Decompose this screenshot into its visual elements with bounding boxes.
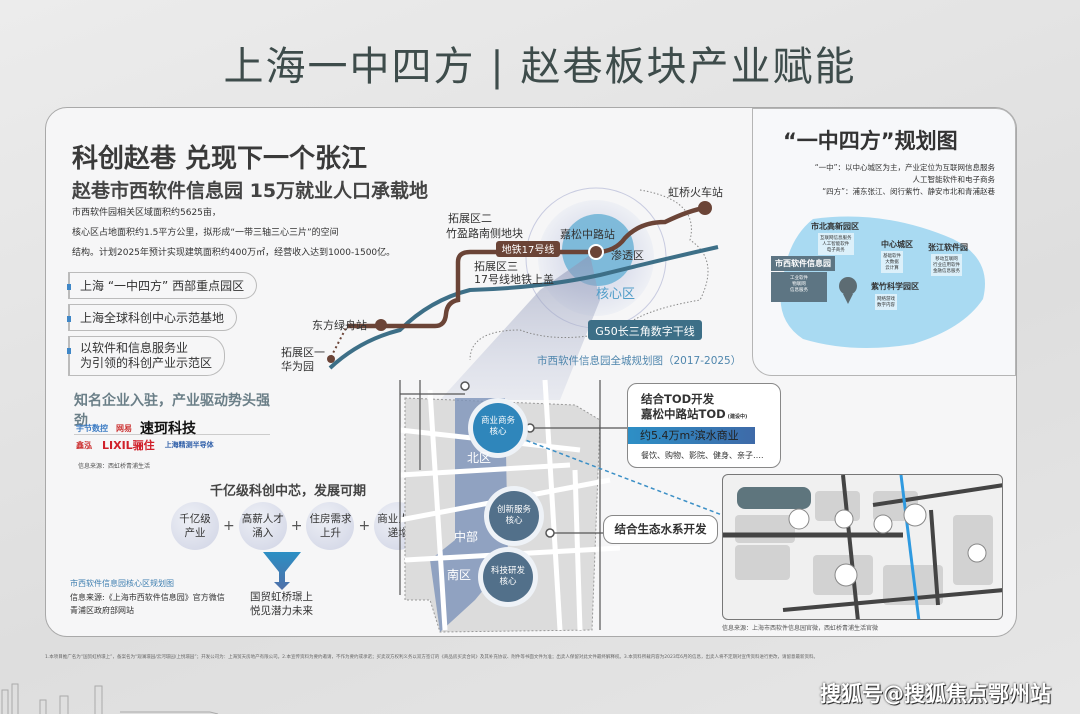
tod-highlight: 约5.4万m²滨水商业 bbox=[628, 427, 755, 444]
center-heading: 千亿级科创中芯，发展可期 bbox=[210, 484, 367, 499]
plus-sign: + bbox=[290, 518, 303, 534]
park-shixi-desc: 工业软件 物联网 信息服务 bbox=[771, 272, 827, 302]
logo-source: 信息来源：西虹桥青浦生活 bbox=[78, 463, 151, 470]
inset-panel: “一中四方”规划图 “一中”：以中心城区为主，产业定位为互联网信息服务 人工智能… bbox=[752, 108, 1016, 376]
core-zone-label: 核心区 bbox=[596, 287, 635, 302]
logo-xinhong: 鑫泓 bbox=[76, 440, 92, 450]
zone3-sub: 17号线地铁上盖 bbox=[474, 272, 554, 286]
pill-software-zone: 以软件和信息服务业 为引领的科创产业示范区 bbox=[66, 336, 226, 376]
intro-paragraph: 市西软件园相关区域面积约5625亩， 核心区占地面积约1.5平方公里，拟形成“一… bbox=[72, 203, 395, 263]
hongqiao-label: 虹桥火车站 bbox=[668, 185, 723, 199]
mini-map bbox=[722, 474, 1003, 620]
tod-line2: 嘉松中路站TOD bbox=[641, 407, 726, 421]
plus-sign: + bbox=[223, 518, 235, 534]
zone3-title: 拓展区三 bbox=[474, 259, 518, 273]
inset-line: “一中”：以中心城区为主，产业定位为互联网信息服务 bbox=[814, 163, 995, 172]
zone2-title: 拓展区二 bbox=[448, 211, 492, 225]
page-title: 上海一中四方 | 赵巷板块产业赋能 bbox=[223, 44, 857, 90]
park-zhangjiang-desc: 移动互联网 行业应用软件 金融信息服务 bbox=[931, 254, 962, 276]
core-tech-label: 科技研发 核心 bbox=[490, 566, 525, 587]
core-tech-rd bbox=[483, 552, 533, 602]
logo-row-2: 鑫泓 LIXIL骊住 上海精测半导体 bbox=[76, 437, 214, 453]
park-zizhu-desc: 网络游戏 数字内容 bbox=[875, 294, 897, 310]
line17-badge bbox=[496, 241, 560, 257]
dongfang-label: 东方绿舟站 bbox=[312, 318, 367, 332]
park-center: 中心城区 bbox=[881, 240, 913, 249]
park-center-desc: 基础软件 大数据 云计算 bbox=[881, 251, 903, 273]
factor-row: 千亿级 产业 + 高薪人才 涌入 + 住房需求 上升 + 商业人气 递增 bbox=[171, 502, 423, 550]
companies-heading: 知名企业入驻，产业驱动势头强劲 bbox=[74, 390, 270, 435]
g50-line bbox=[328, 245, 719, 370]
station-hongqiao bbox=[698, 201, 712, 215]
subtitle: 赵巷市西软件信息园 15万就业人口承载地 bbox=[72, 180, 429, 202]
g50-label: G50长三角数字干线 bbox=[595, 324, 695, 338]
inset-title: “一中四方”规划图 bbox=[783, 129, 958, 153]
result-text: 国贸虹桥璟上 悦见潜力未来 bbox=[250, 591, 313, 617]
park-shibei: 市北高新园区 bbox=[811, 222, 859, 231]
metro-dotted-extension bbox=[330, 325, 348, 358]
district-middle: 中部 bbox=[454, 529, 478, 544]
inset-line: “四方”：浦东张江、闵行紫竹、静安市北和青浦赵巷 bbox=[822, 187, 995, 196]
watermark: 搜狐号@搜狐焦点鄂州站 bbox=[820, 682, 1051, 706]
pill-west-park: 上海 “一中四方” 西部重点园区 bbox=[66, 272, 258, 299]
source-line: 信息来源:《上海市西软件信息园》官方微信 bbox=[70, 593, 225, 602]
para-line: 核心区占地面积约1.5平方公里，拟形成“一带三轴三心三片”的空间 bbox=[72, 228, 339, 238]
plus-sign: + bbox=[358, 518, 371, 534]
skyline-icon bbox=[1, 683, 219, 714]
district-north: 北区 bbox=[467, 451, 491, 465]
factor-industry: 千亿级 产业 bbox=[171, 502, 219, 550]
zone2-sub: 竹盈路南侧地块 bbox=[446, 226, 523, 240]
g50-badge bbox=[588, 320, 702, 340]
tod-line1: 结合TOD开发 bbox=[641, 392, 715, 406]
park-zhangjiang: 张江软件园 bbox=[928, 243, 968, 252]
line17-label: 地铁17号线 bbox=[502, 243, 555, 256]
inset-desc: “一中”：以中心城区为主，产业定位为互联网信息服务 人工智能软件和电子商务 “四… bbox=[815, 162, 995, 198]
station-jiasong bbox=[588, 244, 604, 260]
source-line: 青浦区政府部网站 bbox=[70, 606, 134, 615]
core-innovation-label: 创新服务 核心 bbox=[496, 505, 531, 526]
zone1-dot bbox=[327, 355, 335, 363]
seep-zone-label: 渗透区 bbox=[611, 248, 644, 262]
mini-map-source: 信息来源：上海市西软件信息园官微，西虹桥青浦生活官微 bbox=[722, 625, 879, 632]
para-line: 市西软件园相关区域面积约5625亩， bbox=[72, 208, 221, 218]
district-south: 南区 bbox=[447, 567, 471, 582]
logo-yujie: 宇节数控 bbox=[76, 423, 108, 433]
eco-callout: 结合生态水系开发 bbox=[603, 515, 718, 544]
funnel-arrow-icon bbox=[263, 552, 301, 590]
logo-suke: 速珂科技 bbox=[140, 421, 196, 437]
plan-title: 市西软件信息园全城规划图（2017-2025） bbox=[537, 354, 741, 367]
park-shibei-desc: 互联网信息服务 人工智能软件 电子商务 bbox=[818, 233, 854, 255]
park-zizhu: 紫竹科学园区 bbox=[871, 282, 919, 291]
core-commercial-label: 商业商务 核心 bbox=[480, 416, 515, 437]
pill-innovation-base: 上海全球科创中心示范基地 bbox=[66, 304, 238, 331]
station-dongfang bbox=[375, 319, 387, 331]
para-line: 结构。计划2025年预计实现建筑面积约400万㎡，经营收入达到1000-1500… bbox=[72, 248, 396, 258]
logo-row-1: 宇节数控 网易 速珂科技 bbox=[76, 418, 196, 438]
tod-items: 餐饮、购物、影院、健身、亲子…. bbox=[641, 451, 764, 460]
park-shixi: 市西软件信息园 bbox=[771, 256, 835, 271]
map-source: 信息来源:《上海市西软件信息园》官方微信 青浦区政府部网站 bbox=[70, 591, 225, 617]
logo-lixil: LIXIL骊住 bbox=[102, 439, 155, 452]
factor-talent: 高薪人才 涌入 bbox=[238, 502, 287, 550]
zone1-title: 拓展区一 bbox=[281, 345, 325, 359]
tod-status: (建设中) bbox=[727, 414, 748, 420]
tod-callout: 结合TOD开发 嘉松中路站TOD (建设中) 约5.4万m²滨水商业 餐饮、购物、… bbox=[627, 383, 781, 468]
logo-precision: 上海精测半导体 bbox=[164, 441, 214, 449]
inset-line: 人工智能软件和电子商务 bbox=[912, 175, 996, 184]
logo-netease: 网易 bbox=[116, 423, 132, 433]
core-commercial bbox=[473, 403, 523, 453]
mini-map-graphic bbox=[723, 475, 1002, 619]
metro-line-17 bbox=[347, 205, 706, 329]
disclaimer: 1.本项目推广名为“国贸虹桥璟上”，备案名为“观澜璟园/云河璟园/上悦璟园”；开… bbox=[45, 655, 819, 660]
jiasong-label: 嘉松中路站 bbox=[560, 227, 615, 241]
projection-cone bbox=[440, 255, 600, 400]
map-caption: 市西软件信息园核心区规划图 bbox=[70, 579, 174, 588]
headline: 科创赵巷 兑现下一个张江 bbox=[72, 144, 368, 174]
zone1-sub: 华为园 bbox=[281, 359, 314, 373]
factor-housing: 住房需求 上升 bbox=[306, 502, 355, 550]
core-innovation bbox=[489, 491, 539, 541]
